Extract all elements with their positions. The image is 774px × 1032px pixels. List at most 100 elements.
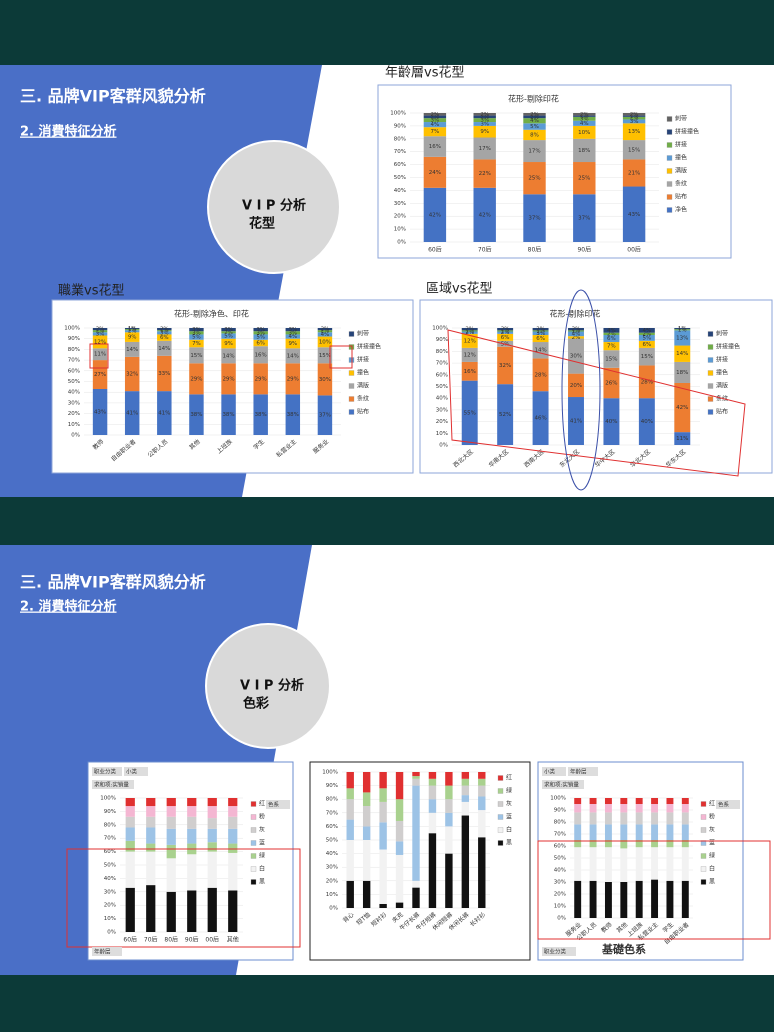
bar-segment bbox=[412, 887, 420, 908]
data-label: 3% bbox=[480, 118, 489, 124]
bar-segment bbox=[362, 880, 371, 908]
data-label: 29% bbox=[190, 376, 202, 382]
x-tick-label: 90后 bbox=[185, 936, 199, 944]
bar-segment bbox=[568, 338, 584, 374]
data-label: 42% bbox=[429, 212, 441, 218]
filter-button[interactable] bbox=[568, 767, 598, 776]
bar-segment bbox=[635, 804, 643, 813]
y-tick-label: 40% bbox=[68, 390, 80, 396]
data-label: 3% bbox=[256, 330, 265, 336]
bar-segment bbox=[157, 334, 172, 341]
bar-segment bbox=[681, 840, 689, 848]
y-tick-label: 80% bbox=[68, 347, 80, 353]
bar-segment bbox=[92, 328, 108, 331]
bar-segment bbox=[532, 330, 549, 332]
data-label: 3% bbox=[224, 327, 233, 333]
filter-button[interactable] bbox=[542, 767, 566, 776]
data-label: 18% bbox=[578, 148, 590, 154]
legend-label: 蓝 bbox=[506, 813, 512, 821]
legend-button[interactable] bbox=[716, 800, 740, 809]
y-tick-label: 70% bbox=[68, 358, 80, 364]
bar-segment bbox=[124, 329, 140, 331]
axis-button[interactable] bbox=[92, 947, 122, 956]
legend-label: 拼接 bbox=[675, 141, 687, 149]
bar-segment bbox=[362, 772, 371, 793]
filter-button[interactable] bbox=[92, 767, 122, 776]
bar-segment bbox=[635, 847, 643, 881]
bar-segment bbox=[478, 778, 486, 786]
bar-segment bbox=[638, 398, 655, 445]
legend-label: 红 bbox=[506, 774, 512, 782]
chart: 0%10%20%30%40%50%60%70%80%90%100%背心 短T恤短衬… bbox=[309, 761, 531, 961]
bar-segment bbox=[362, 840, 371, 881]
y-tick-label: 70% bbox=[104, 836, 116, 842]
y-tick-label: 90% bbox=[326, 783, 338, 789]
bar-segment bbox=[622, 186, 646, 242]
data-label: 5% bbox=[224, 334, 233, 340]
bar-segment bbox=[573, 194, 596, 242]
data-label: 2% bbox=[96, 327, 105, 333]
legend-swatch bbox=[497, 814, 504, 820]
legend-swatch bbox=[497, 840, 504, 846]
legend-label: 满版 bbox=[357, 382, 369, 390]
legend-label: 灰 bbox=[506, 800, 512, 808]
y-tick-label: 90% bbox=[554, 808, 566, 814]
highlight-ellipse bbox=[561, 289, 601, 491]
bar-segment bbox=[622, 140, 646, 160]
bar-segment bbox=[146, 798, 156, 807]
bar-segment bbox=[681, 847, 689, 881]
bar-segment bbox=[638, 335, 655, 341]
data-label: 2% bbox=[630, 112, 639, 118]
value-button[interactable] bbox=[542, 780, 584, 789]
data-label: 11% bbox=[94, 352, 106, 358]
y-tick-label: 50% bbox=[326, 838, 338, 844]
y-tick-label: 70% bbox=[436, 361, 448, 367]
data-label: 4% bbox=[288, 334, 297, 340]
bar-segment bbox=[532, 358, 549, 392]
chart: 花形-剔除印花 0% 10% 20% 30% 40% 50% 60% 70% 80% 90% 100%… bbox=[419, 299, 773, 474]
chart: 花形-剔除印花 0% 10% 20% 30% 40% 50% 60% 70% 80% 90% 100%… bbox=[377, 84, 732, 259]
bar-segment bbox=[157, 330, 172, 332]
bar-segment bbox=[346, 840, 354, 881]
bar-segment bbox=[461, 331, 478, 334]
bar-segment bbox=[532, 328, 549, 331]
y-tick-label: 20% bbox=[326, 878, 338, 884]
bar-segment bbox=[638, 340, 655, 348]
filter-button[interactable] bbox=[124, 767, 148, 776]
legend-label: 绿 bbox=[259, 852, 265, 860]
bar-segment bbox=[497, 330, 514, 332]
legend-label: 粉 bbox=[259, 813, 265, 821]
bar-segment bbox=[574, 812, 582, 825]
bar-segment bbox=[423, 122, 447, 128]
bar-segment bbox=[666, 798, 674, 804]
bar-segment bbox=[532, 391, 549, 445]
axis-button[interactable] bbox=[542, 947, 576, 956]
y-tick-label: 50% bbox=[436, 384, 448, 390]
data-label: 17% bbox=[528, 149, 540, 155]
value-button[interactable] bbox=[92, 780, 134, 789]
bar-segment bbox=[221, 333, 236, 339]
caption: 基礎色系 bbox=[601, 942, 646, 956]
y-tick-label: 80% bbox=[326, 797, 338, 803]
data-label: 3% bbox=[536, 331, 545, 337]
bar-segment bbox=[428, 799, 437, 813]
bar-segment bbox=[573, 162, 596, 195]
bar-segment bbox=[622, 116, 646, 120]
data-label: 2% bbox=[96, 329, 105, 335]
bar-segment bbox=[651, 847, 659, 880]
bar-segment bbox=[461, 380, 478, 445]
bar-segment bbox=[523, 113, 546, 116]
bar-segment bbox=[666, 804, 674, 813]
y-tick-label: 0% bbox=[397, 240, 406, 246]
bar-segment bbox=[317, 363, 333, 396]
legend-button[interactable] bbox=[266, 800, 290, 809]
circle-text: 色彩 bbox=[243, 696, 269, 712]
y-tick-label: 30% bbox=[326, 865, 338, 871]
heading: 三. 品牌VIP客群风貌分析 bbox=[20, 87, 206, 106]
data-label: 2% bbox=[431, 114, 440, 120]
bar-segment bbox=[589, 840, 597, 848]
y-tick-label: 90% bbox=[436, 337, 448, 343]
legend-label: 刺带 bbox=[357, 330, 369, 338]
bar-segment bbox=[574, 847, 582, 881]
legend-swatch bbox=[700, 801, 707, 807]
